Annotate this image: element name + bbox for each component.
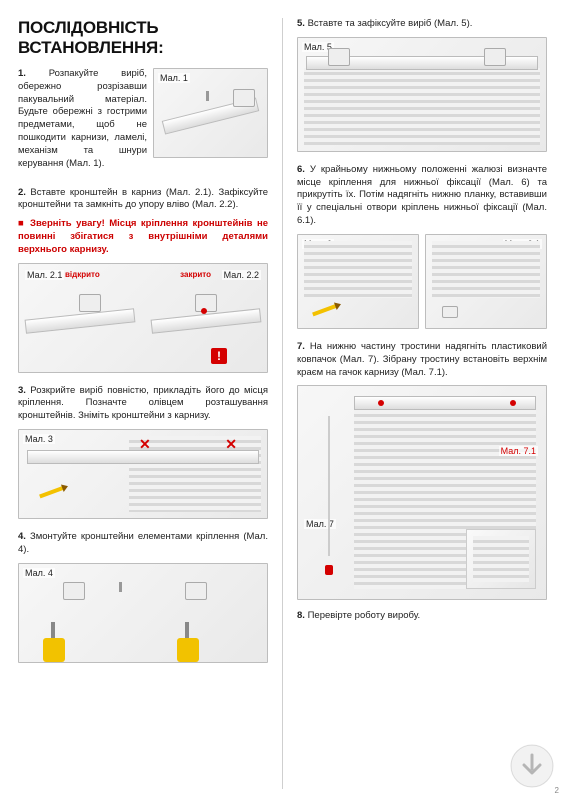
figure-7: Мал. 7.1 Мал. 7 (297, 385, 547, 600)
step-4-body: Змонтуйте кронштейни елементами кріпленн… (18, 531, 268, 555)
step-7-body: На нижню частину тростини надягніть плас… (297, 341, 547, 378)
step-6-text: 6. У крайньому нижньому положенні жалюзі… (297, 164, 547, 228)
pencil-illustration (39, 486, 65, 499)
step-8-text: 8. Перевірте роботу виробу. (297, 610, 547, 623)
blinds-inset (473, 536, 529, 582)
warning-icon: ! (211, 348, 227, 364)
figure-1-label: Мал. 1 (158, 73, 190, 83)
step-7-num: 7. (297, 341, 305, 352)
step-1-row: 1. Розпакуйте виріб, обережно розрізавши… (18, 68, 268, 177)
step-3-body: Розкрийте виріб повністю, прикладіть йог… (18, 385, 268, 422)
open-label: відкрито (65, 270, 100, 279)
page-title: ПОСЛІДОВНІСТЬ ВСТАНОВЛЕННЯ: (18, 18, 268, 58)
figure-61: Мал. 6.1 (425, 234, 547, 329)
figure-6-row: Мал. 6 Мал. 6.1 (297, 234, 547, 329)
step-1-num: 1. (18, 68, 26, 79)
step-7-text: 7. На нижню частину тростини надягніть п… (297, 341, 547, 379)
step-6-num: 6. (297, 164, 305, 175)
wand-illustration (328, 416, 330, 556)
pencil-6 (312, 304, 338, 317)
bracket-5a (328, 48, 350, 66)
bracket-4b (185, 582, 207, 600)
step-3-num: 3. (18, 385, 26, 396)
step-2-warning: ■ Зверніть увагу! Місця кріплення кроншт… (18, 218, 268, 256)
bracket-illustration (233, 89, 255, 107)
figure-4-label: Мал. 4 (23, 568, 55, 578)
step-1-body: Розпакуйте виріб, обережно розрізавши па… (18, 68, 147, 169)
figure-7-label: Мал. 7 (304, 519, 336, 529)
left-column: ПОСЛІДОВНІСТЬ ВСТАНОВЛЕННЯ: 1. Розпакуйт… (18, 18, 282, 789)
bracket-4a (63, 582, 85, 600)
bracket-left (79, 294, 101, 312)
right-column: 5. Вставте та зафіксуйте виріб (Мал. 5).… (283, 18, 547, 789)
blinds-5 (304, 68, 540, 145)
figure-4: Мал. 4 (18, 563, 268, 663)
closed-label: закрито (180, 270, 211, 279)
drill-right (173, 622, 207, 662)
bracket-61 (442, 306, 458, 318)
screw-illustration (206, 91, 209, 101)
step-8-body: Перевірте роботу виробу. (308, 610, 421, 621)
blinds-6 (304, 241, 412, 298)
step-2-warning-text: Зверніть увагу! Місця кріплення кронштей… (18, 218, 268, 255)
step-5-num: 5. (297, 18, 305, 29)
screw-4 (119, 582, 122, 592)
step-4-text: 4. Змонтуйте кронштейни елементами кріпл… (18, 531, 268, 557)
figure-3: Мал. 3 ✕ ✕ (18, 429, 268, 519)
step-6-body: У крайньому нижньому положенні жалюзі ви… (297, 164, 547, 226)
figure-5: Мал. 5 (297, 37, 547, 152)
detail-inset (466, 529, 536, 589)
figure-71-label: Мал. 7.1 (499, 446, 538, 456)
instruction-page: ПОСЛІДОВНІСТЬ ВСТАНОВЛЕННЯ: 1. Розпакуйт… (0, 0, 565, 799)
figure-22-label: Мал. 2.2 (222, 270, 261, 280)
figure-6: Мал. 6 (297, 234, 419, 329)
x-mark-1: ✕ (139, 436, 151, 453)
warn-square-icon: ■ (18, 218, 30, 229)
blinds-61 (432, 241, 540, 298)
figure-21-label: Мал. 2.1 (25, 270, 64, 280)
x-mark-2: ✕ (225, 436, 237, 453)
step-2-body: Вставте кронштейн в карниз (Мал. 2.1). З… (18, 187, 268, 211)
page-number: 2 (555, 786, 559, 795)
red-dot (201, 308, 207, 314)
bracket-5b (484, 48, 506, 66)
figure-3-label: Мал. 3 (23, 434, 55, 444)
step-8-num: 8. (297, 610, 305, 621)
figure-1: Мал. 1 (153, 68, 268, 158)
wand-cap-illustration (325, 565, 333, 575)
step-1-text: 1. Розпакуйте виріб, обережно розрізавши… (18, 68, 147, 171)
step-4-num: 4. (18, 531, 26, 542)
step-3-text: 3. Розкрийте виріб повністю, прикладіть … (18, 385, 268, 423)
step-2-num: 2. (18, 187, 26, 198)
rail-left (25, 308, 136, 333)
figure-2: Мал. 2.1 відкрито закрито Мал. 2.2 ! (18, 263, 268, 373)
step-5-body: Вставте та зафіксуйте виріб (Мал. 5). (308, 18, 473, 29)
step-2-text: 2. Вставте кронштейн в карниз (Мал. 2.1)… (18, 187, 268, 213)
step-5-text: 5. Вставте та зафіксуйте виріб (Мал. 5). (297, 18, 547, 31)
drill-left (39, 622, 73, 662)
